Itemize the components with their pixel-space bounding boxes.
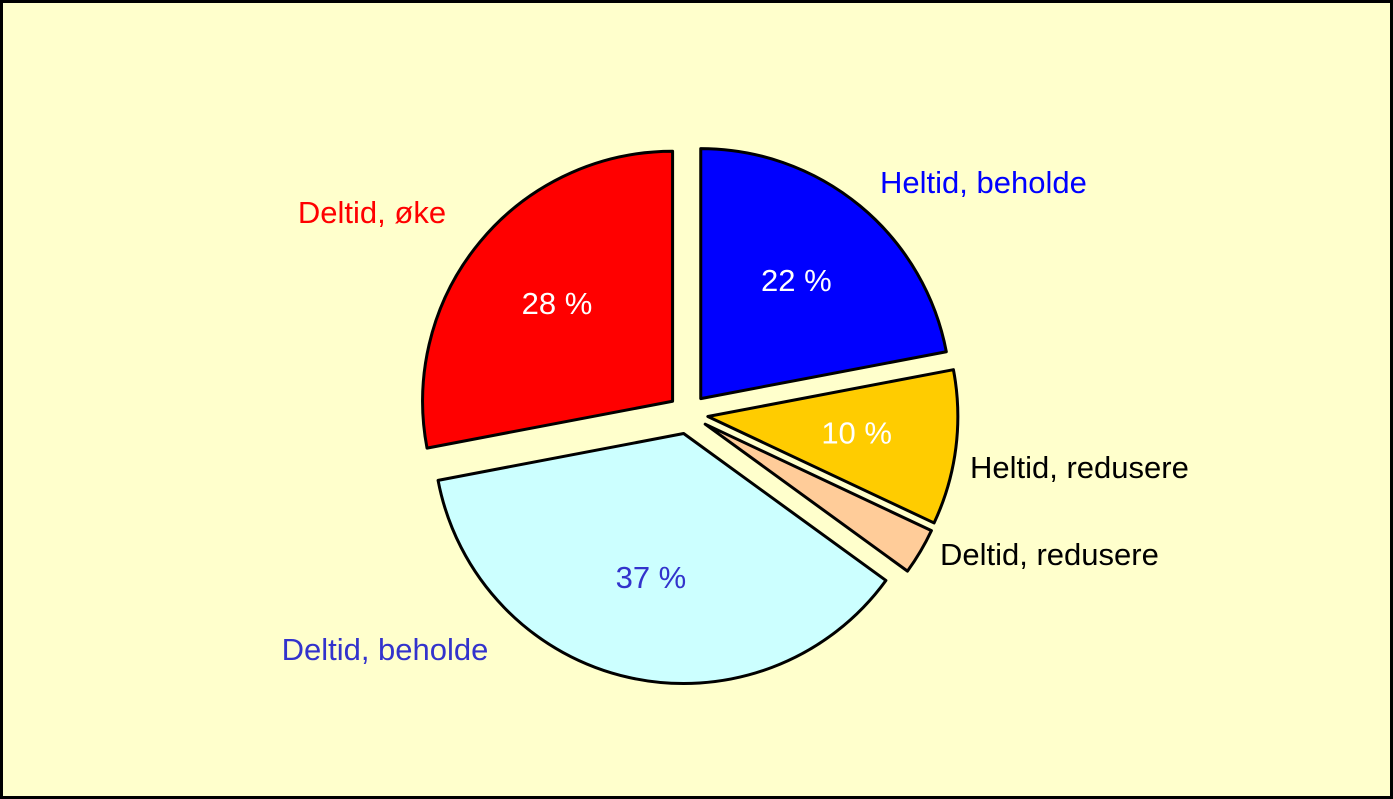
category-label: Heltid, redusere: [970, 450, 1189, 485]
pie-slice: [436, 432, 888, 685]
value-label: 22 %: [761, 263, 832, 298]
value-label: 10 %: [821, 415, 892, 450]
pie-slice: [706, 368, 960, 525]
value-label: 28 %: [522, 286, 593, 321]
category-label: Heltid, beholde: [880, 165, 1087, 200]
category-label: Deltid, øke: [298, 195, 446, 230]
pie-slice: [703, 422, 933, 573]
category-label: Deltid, beholde: [282, 632, 489, 667]
value-label: 37 %: [616, 560, 687, 595]
pie-slice: [699, 147, 948, 401]
pie-slice: [421, 149, 675, 450]
category-label: Deltid, redusere: [940, 537, 1159, 572]
